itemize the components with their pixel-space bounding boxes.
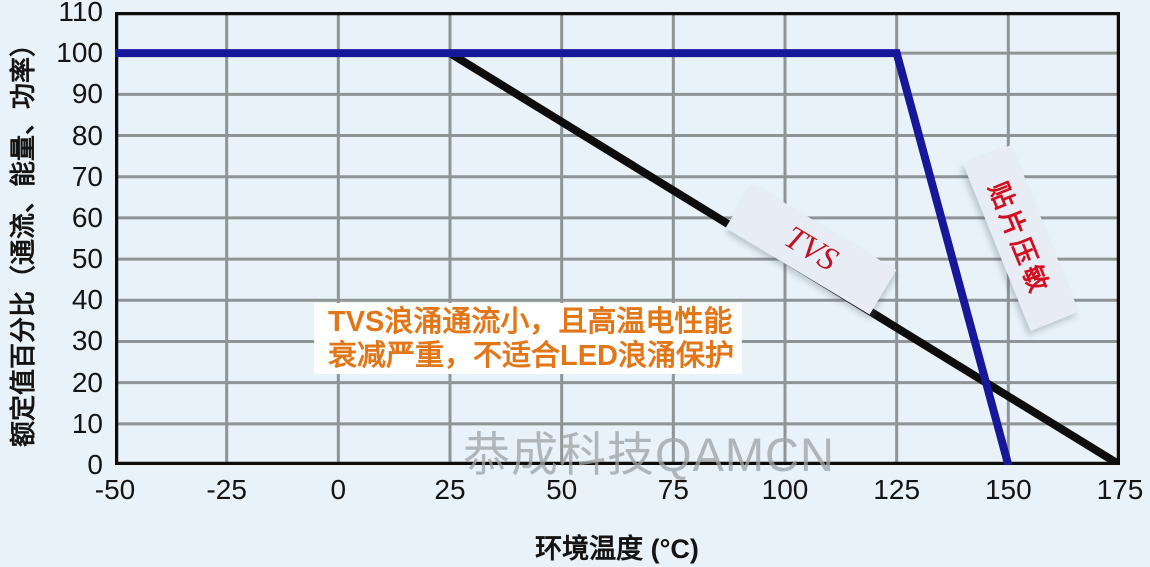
y-tick-label: 110 xyxy=(58,0,103,27)
x-tick-label: 50 xyxy=(546,474,578,505)
x-tick-label: 0 xyxy=(330,474,347,505)
y-tick-label: 20 xyxy=(71,366,103,398)
x-tick-label: 150 xyxy=(984,474,1032,505)
annotation-line-2: 衰减严重，不适合LED浪涌保护 xyxy=(328,340,735,372)
x-tick-label: 175 xyxy=(1096,474,1144,505)
y-tick-label: 30 xyxy=(71,325,103,357)
y-tick-label: 50 xyxy=(71,243,103,275)
x-tick-label: -50 xyxy=(94,474,136,505)
x-tick-label: 125 xyxy=(873,474,921,505)
x-tick-label: 75 xyxy=(657,474,689,505)
chart-canvas xyxy=(115,12,1120,465)
y-tick-label: 70 xyxy=(71,160,103,192)
x-tick-label: 25 xyxy=(434,474,466,505)
y-tick-label: 60 xyxy=(71,201,103,233)
plot-area: 恭成科技QAMCN TVS浪涌通流小，且高温电性能 衰减严重，不适合LED浪涌保… xyxy=(115,12,1120,481)
y-tick-label: 40 xyxy=(71,284,103,316)
y-axis-title: 额定值百分比（通流、能量、功率） xyxy=(8,31,38,448)
y-tick-label: 90 xyxy=(71,78,103,110)
y-tick-label: 10 xyxy=(71,407,103,439)
y-tick-label: 80 xyxy=(71,119,103,151)
y-tick-label: 100 xyxy=(56,37,103,69)
annotation-note: TVS浪涌通流小，且高温电性能 衰减严重，不适合LED浪涌保护 xyxy=(314,303,742,374)
series-line-smd-varistor xyxy=(115,49,1013,465)
y-tick-label: 0 xyxy=(87,449,103,480)
x-tick-label: -25 xyxy=(206,474,247,505)
x-axis-title: 环境温度 (°C) xyxy=(535,534,699,564)
watermark: 恭成科技QAMCN xyxy=(463,428,835,481)
x-tick-label: 100 xyxy=(761,474,809,505)
annotation-line-1: TVS浪涌通流小，且高温电性能 xyxy=(328,306,733,338)
plot-frame xyxy=(115,12,1120,465)
